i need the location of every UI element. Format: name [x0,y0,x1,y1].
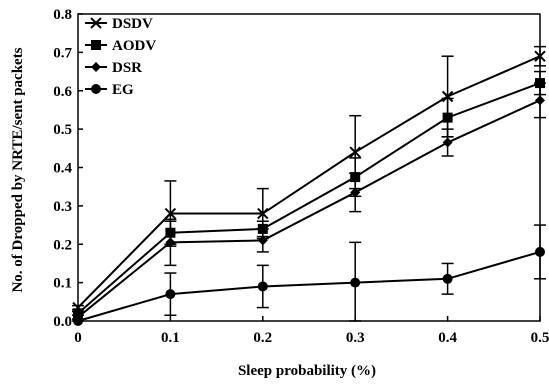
y-tick-label: 0.4 [53,161,72,177]
data-point [165,237,176,248]
data-point [442,137,453,148]
series-line [77,55,541,309]
data-point [349,146,361,158]
legend-label: DSR [112,60,142,76]
legend-marker [91,62,101,72]
x-tick-label: 0 [74,330,82,346]
plot-frame [77,13,541,322]
y-tick-label: 0.6 [53,84,72,100]
data-point [165,289,176,300]
y-axis-label: No. of Dropped by NRTE/sent packets [10,47,26,292]
y-tick-label: 0.5 [53,122,72,138]
series-line [77,250,541,322]
series-dsr [72,82,546,323]
y-tick-label: 0.1 [53,276,72,292]
data-point [441,90,454,103]
x-axis-label: Sleep probability (%) [238,363,376,379]
data-point [534,50,546,62]
series-layer [72,45,546,326]
legend-label: AODV [112,38,156,54]
legend-label: EG [112,82,134,98]
legend-marker [90,17,102,29]
y-tick-label: 0.0 [53,314,72,330]
data-point [164,207,177,220]
y-tick-label: 0.8 [53,7,72,23]
data-point [350,277,361,288]
y-tick-label: 0.3 [53,199,72,215]
legend-item-eg: EG [85,82,134,98]
data-point [257,235,268,246]
data-point [535,246,545,257]
data-point [442,112,453,123]
data-point [257,281,268,292]
x-tick-label: 0.1 [161,330,180,346]
data-point [442,273,453,284]
axes: 0 0.1 0.2 0.3 0.4 0.5 0.0 0.1 0.2 0.3 0.4 0.5 0.6 0.7… [53,7,549,346]
x-tick-label: 0.2 [253,330,272,346]
data-point [535,95,545,106]
series-eg [72,224,546,326]
x-tick-label: 0.3 [346,330,365,346]
legend-label: DSDV [112,16,153,32]
series-line [77,82,541,315]
data-point [257,207,269,220]
legend-item-dsdv: DSDV [85,16,153,32]
y-tick-label: 0.2 [53,237,72,253]
legend: DSDV AODV DSR EG [85,16,156,98]
series-dsdv [72,45,546,314]
series-aodv [72,70,546,319]
data-point [350,187,361,198]
y-tick-label: 0.7 [53,45,72,61]
legend-item-aodv: AODV [85,38,156,54]
data-point [73,316,83,326]
legend-item-dsr: DSR [85,60,142,76]
x-tick-label: 0.4 [438,330,457,346]
legend-marker [91,84,101,94]
series-line [77,99,541,318]
x-tick-label: 0.5 [531,330,549,346]
legend-marker [91,40,101,50]
